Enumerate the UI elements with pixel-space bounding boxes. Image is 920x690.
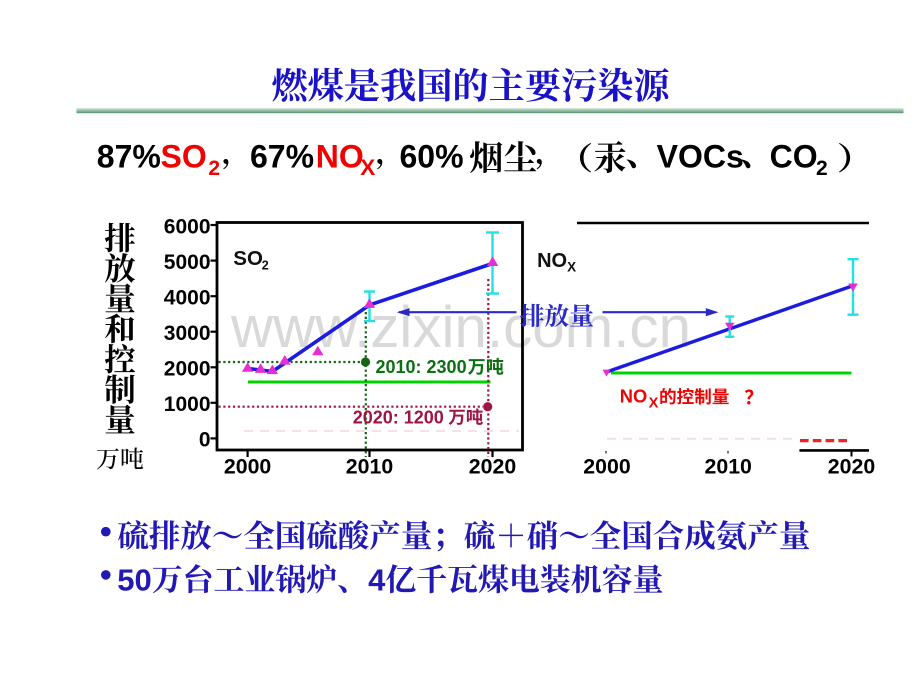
svg-text:2000: 2000 (164, 358, 211, 381)
svg-text:NO: NO (620, 386, 647, 407)
svg-text:1000: 1000 (164, 393, 211, 416)
svg-text:2000: 2000 (583, 455, 630, 479)
svg-text:VOCs: VOCs (657, 139, 744, 175)
svg-text:0: 0 (199, 429, 211, 452)
svg-text:2010: 2010 (346, 455, 393, 479)
svg-text:NO: NO (316, 139, 364, 175)
svg-text:2020: 2020 (828, 455, 875, 479)
svg-text:2020: 1200: 2020: 1200 (353, 407, 444, 427)
svg-text:www.zixin.com.cn: www.zixin.com.cn (230, 295, 691, 360)
svg-text:2: 2 (262, 259, 269, 273)
svg-text:5000: 5000 (164, 251, 211, 274)
svg-text:CO: CO (770, 139, 818, 175)
svg-text:NO: NO (537, 250, 567, 272)
svg-text:SO: SO (233, 247, 263, 270)
svg-text:2010: 2010 (705, 455, 752, 479)
svg-text:X: X (360, 155, 375, 180)
svg-text:X: X (567, 260, 576, 275)
svg-text:SO: SO (161, 139, 207, 175)
svg-text:67%: 67% (250, 139, 314, 175)
svg-text:87%: 87% (97, 139, 161, 175)
svg-text:2010: 2300: 2010: 2300 (376, 357, 467, 377)
svg-text:60%: 60% (400, 139, 464, 175)
svg-text:X: X (649, 396, 659, 412)
svg-text:50: 50 (117, 563, 151, 598)
svg-text:2: 2 (816, 157, 828, 180)
svg-text:4000: 4000 (164, 287, 211, 310)
svg-text:6000: 6000 (164, 215, 211, 238)
svg-text:3000: 3000 (164, 322, 211, 345)
svg-text:2020: 2020 (469, 455, 516, 479)
svg-text:2000: 2000 (224, 455, 271, 479)
svg-text:2: 2 (208, 157, 220, 180)
svg-text:4: 4 (368, 563, 386, 598)
